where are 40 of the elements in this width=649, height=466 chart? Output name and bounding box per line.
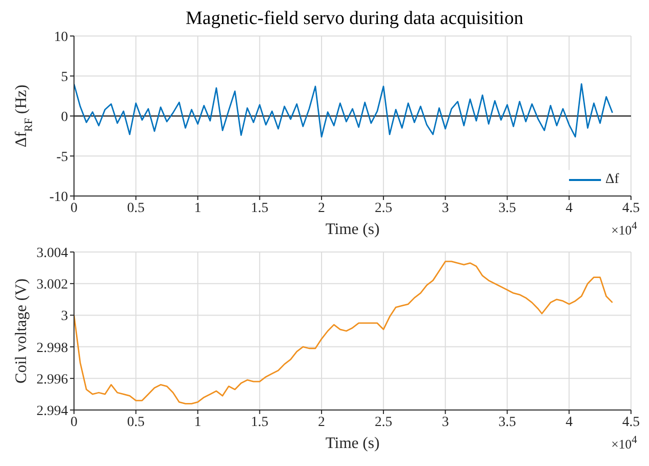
x-tick-label: 0	[70, 200, 78, 216]
y-tick-label: -10	[49, 190, 68, 205]
x-tick-label: 3	[442, 200, 449, 216]
y-tick-label: 2.996	[36, 372, 68, 388]
x-tick-label: 3	[442, 414, 449, 430]
y-tick-label: 3	[61, 309, 68, 324]
x-tick-label: 0.5	[127, 414, 145, 430]
x-tick-label: 3.5	[498, 200, 516, 216]
x-tick-label: 0.5	[127, 200, 145, 216]
y-tick-label: -5	[56, 150, 68, 165]
y-tick-label: 2.998	[36, 340, 68, 356]
x-tick-label: 4.5	[622, 200, 640, 216]
x-tick-label: 1.5	[250, 200, 268, 216]
y-tick-label: 10	[54, 30, 68, 45]
line-series	[74, 83, 614, 138]
x-tick-label: 2	[318, 414, 326, 430]
x-tick-label: 1.5	[250, 414, 268, 430]
chart-title: Magnetic-field servo during data acquisition	[184, 8, 524, 30]
x-tick-label: 2	[318, 200, 326, 216]
x-tick-label: 0	[70, 414, 78, 430]
line-series	[74, 260, 614, 404]
x-tick-label: 1	[194, 414, 202, 430]
text: ×10$^{4}$	[611, 220, 637, 238]
x-tick-label: 1	[194, 200, 202, 216]
text: ×10$^{4}$	[611, 434, 637, 452]
x-tick-label: 4	[566, 414, 573, 430]
y-axis-title: Coil voltage (V)	[13, 278, 30, 384]
y-tick-label: 3.002	[36, 278, 68, 293]
y-tick-label: 0	[61, 110, 68, 125]
x-tick-label: 4.5	[622, 414, 640, 430]
legend-label: Δf	[605, 172, 619, 188]
y-tick-label: 3.004	[36, 246, 68, 261]
x-axis-title: Time (s)	[325, 221, 380, 238]
x-axis-title: Time (s)	[325, 435, 380, 452]
y-tick-label: 2.994	[36, 404, 68, 419]
x-tick-label: 2.5	[374, 200, 392, 216]
x-tick-label: 4	[566, 200, 573, 216]
y-tick-label: 5	[61, 70, 68, 85]
x-tick-label: 2.5	[374, 414, 392, 430]
x-tick-label: 3.5	[498, 414, 516, 430]
